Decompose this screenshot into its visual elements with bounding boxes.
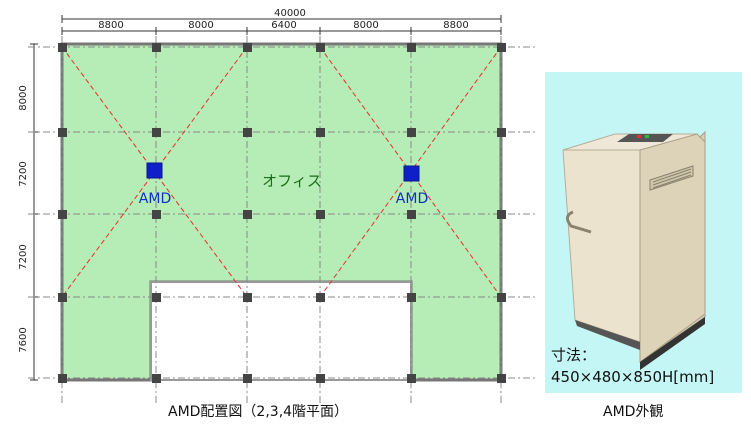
- span-dimension-1: 8800: [98, 20, 123, 31]
- excluded-area: [150, 281, 412, 381]
- amd-photo-panel: 寸法： 450×480×850H[mm]: [545, 72, 742, 393]
- amd-label-right: AMD: [396, 191, 428, 207]
- side-dimension-1: 8000: [18, 85, 29, 110]
- columns: [58, 43, 506, 383]
- dimension-ticks: [61, 15, 502, 35]
- side-dimension-4: 7600: [18, 327, 29, 352]
- amd-device-right: [403, 165, 420, 182]
- unit-base: [640, 317, 705, 370]
- span-dimension-4: 8000: [353, 20, 378, 31]
- grid-lines: [28, 36, 535, 405]
- amd-label-left: AMD: [139, 191, 171, 207]
- side-dimension-2: 7200: [18, 161, 29, 186]
- span-dimension-2: 8000: [188, 20, 213, 31]
- plan-caption: AMD配置図（2,3,4階平面）: [168, 404, 349, 420]
- unit-left-face: [562, 149, 641, 343]
- side-dimension-3: 7200: [18, 244, 29, 269]
- span-dimension-5: 8800: [443, 20, 468, 31]
- overall-dimension-label: 40000: [274, 8, 306, 19]
- floor-plan-diagram: 40000 8800 8000 6400 8000 8800 8000 7200…: [18, 8, 535, 405]
- size-label: 寸法：: [551, 346, 597, 364]
- room-label: オフィス: [262, 172, 322, 190]
- vent-grille: [649, 165, 694, 191]
- span-dimension-3: 6400: [271, 20, 296, 31]
- size-value: 450×480×850H[mm]: [551, 368, 715, 386]
- side-handle-icon: [566, 210, 592, 234]
- amd-unit-illustration: [562, 130, 706, 370]
- amd-device-left: [146, 162, 163, 179]
- photo-caption: AMD外観: [603, 404, 664, 420]
